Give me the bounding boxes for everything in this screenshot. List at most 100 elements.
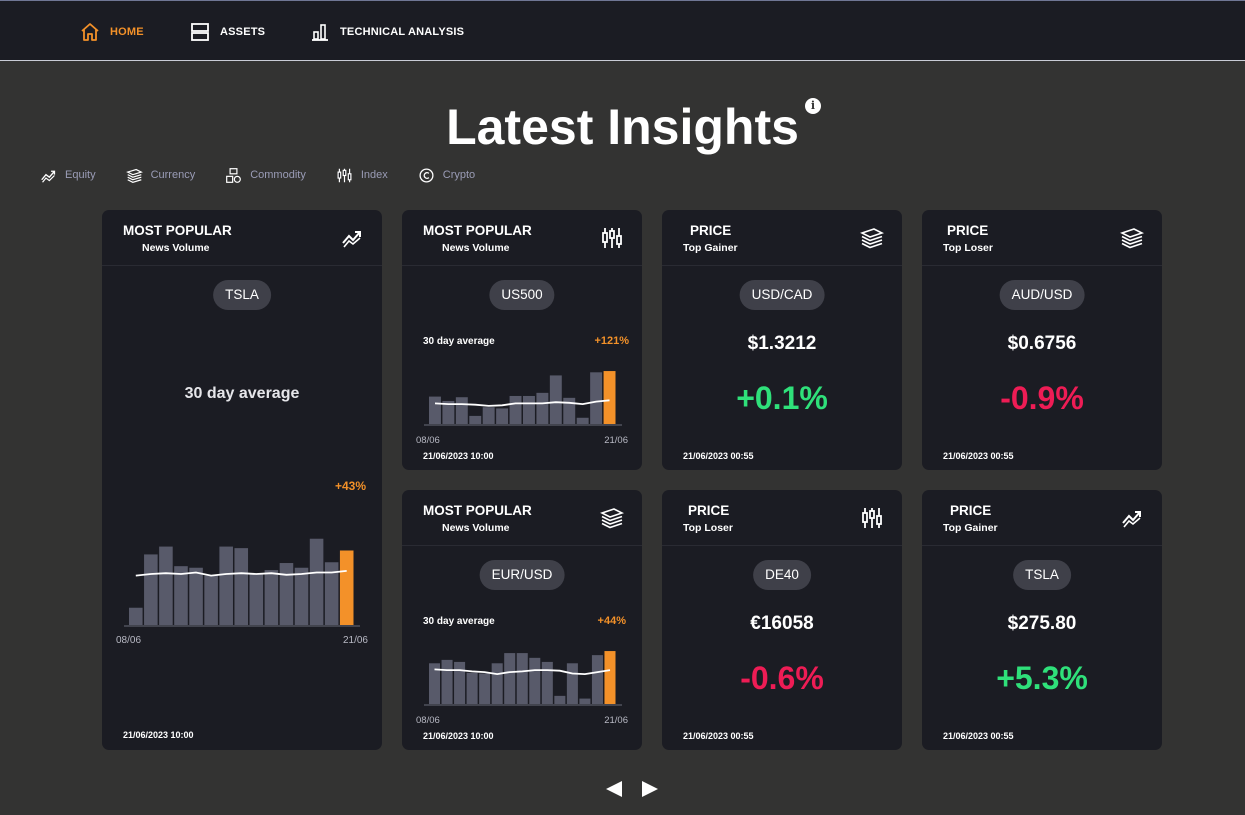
volume-bar (541, 661, 553, 704)
timestamp: 21/06/2023 00:55 (683, 731, 754, 741)
money-stack-icon (1120, 228, 1144, 249)
info-icon[interactable]: i (805, 98, 821, 114)
price-change: -0.6% (740, 660, 824, 696)
nav-technical-analysis-label: TECHNICAL ANALYSIS (340, 26, 465, 38)
insight-card-us500-popular[interactable]: MOST POPULAR News Volume US500 30 day av… (402, 210, 642, 470)
card-title: PRICE (688, 503, 730, 518)
bar-chart-icon (312, 24, 328, 41)
card-subtitle: News Volume (142, 242, 210, 254)
volume-bar (429, 663, 441, 704)
nav-assets-label: ASSETS (220, 26, 266, 38)
price-change: +5.3% (996, 660, 1088, 696)
nav-home[interactable]: HOME (80, 21, 144, 43)
card-subtitle: Top Gainer (683, 242, 738, 254)
current-volume-bar (339, 550, 354, 625)
avg-label: 30 day average (423, 616, 495, 627)
volume-bar (454, 661, 466, 704)
date-start: 08/06 (416, 715, 440, 726)
avg-change: +44% (597, 615, 626, 627)
symbol-pill[interactable]: TSLA (213, 280, 271, 310)
volume-bar (479, 673, 491, 704)
date-end: 21/06 (342, 635, 368, 646)
card-header: MOST POPULAR News Volume (102, 210, 382, 266)
news-volume-chart (424, 651, 622, 706)
news-volume-chart (124, 538, 360, 627)
volume-bar (576, 417, 589, 424)
timestamp: 21/06/2023 10:00 (423, 451, 494, 461)
insight-card-de40-price[interactable]: PRICE Top Loser DE40 €16058 -0.6% 21/06/… (662, 490, 902, 750)
volume-bar (279, 563, 294, 625)
card-header: MOST POPULAR News Volume (402, 210, 642, 266)
card-title: PRICE (950, 503, 992, 518)
average-line (434, 668, 611, 676)
average-line (434, 399, 610, 407)
filter-commodity-label: Commodity (250, 169, 306, 181)
filter-currency-label: Currency (150, 169, 196, 181)
page-title: Latest Insights (446, 99, 799, 155)
trend-icon (41, 170, 56, 183)
card-title: PRICE (690, 223, 732, 238)
volume-bar (496, 408, 509, 424)
timestamp: 21/06/2023 00:55 (943, 731, 1014, 741)
filter-equity[interactable]: Equity (40, 166, 96, 184)
volume-bar (482, 407, 495, 424)
symbol-pill[interactable]: USD/CAD (739, 280, 825, 310)
insight-card-tsla-price[interactable]: PRICE Top Gainer TSLA $275.80 +5.3% 21/0… (922, 490, 1162, 750)
timestamp: 21/06/2023 00:55 (943, 451, 1014, 461)
symbol-pill[interactable]: DE40 (753, 560, 811, 590)
filter-crypto[interactable]: Crypto (418, 166, 475, 184)
avg-label: 30 day average (423, 336, 495, 347)
volume-bar (591, 655, 603, 704)
volume-bar (516, 653, 528, 704)
volume-bar (159, 546, 173, 625)
avg-change: +121% (594, 335, 629, 347)
card-header: MOST POPULAR News Volume (402, 490, 642, 546)
volume-bar (504, 653, 516, 704)
volume-bar (144, 554, 158, 625)
news-volume-chart (424, 371, 622, 426)
volume-bar (441, 659, 453, 704)
symbol-pill[interactable]: US500 (489, 280, 555, 310)
insight-card-usdcad-price[interactable]: PRICE Top Gainer USD/CAD $1.3212 +0.1% 2… (662, 210, 902, 470)
symbol-pill[interactable]: AUD/USD (999, 280, 1085, 310)
volume-bar (469, 415, 482, 424)
date-end: 21/06 (604, 435, 628, 446)
symbol-pill[interactable]: EUR/USD (479, 560, 565, 590)
insight-card-audusd-price[interactable]: PRICE Top Loser AUD/USD $0.6756 -0.9% 21… (922, 210, 1162, 470)
insight-card-eurusd-popular[interactable]: MOST POPULAR News Volume EUR/USD 30 day … (402, 490, 642, 750)
card-title: MOST POPULAR (423, 503, 532, 518)
current-volume-bar (604, 651, 616, 704)
date-start: 08/06 (416, 435, 440, 446)
avg-change: +43% (334, 479, 366, 493)
volume-bar (129, 607, 143, 625)
average-line (135, 570, 347, 577)
card-subtitle: News Volume (442, 522, 510, 534)
timestamp: 21/06/2023 00:55 (683, 451, 754, 461)
nav-assets[interactable]: ASSETS (190, 21, 265, 43)
volume-bar (491, 663, 503, 704)
volume-bar (455, 397, 468, 424)
volume-bar (590, 372, 603, 424)
nav-home-label: HOME (110, 26, 144, 38)
candlestick-icon (602, 228, 622, 248)
filter-index[interactable]: Index (336, 166, 388, 184)
insight-card-tsla-popular[interactable]: MOST POPULAR News Volume TSLA 30 day ave… (102, 210, 382, 750)
nav-technical-analysis[interactable]: TECHNICAL ANALYSIS (310, 21, 464, 43)
price-value: $1.3212 (747, 333, 817, 354)
current-volume-bar (603, 371, 616, 424)
candlestick-icon (337, 168, 352, 182)
filter-currency[interactable]: Currency (125, 166, 196, 184)
triangle-left-icon[interactable] (606, 781, 622, 797)
pager (606, 781, 658, 797)
triangle-right-icon[interactable] (642, 781, 658, 797)
candlestick-icon (862, 508, 882, 528)
filter-commodity[interactable]: Commodity (225, 166, 306, 184)
timestamp: 21/06/2023 10:00 (423, 731, 494, 741)
card-subtitle: Top Loser (683, 522, 733, 534)
card-title: MOST POPULAR (123, 223, 232, 238)
trend-icon (342, 231, 361, 248)
volume-bar (554, 695, 566, 704)
filter-index-label: Index (360, 169, 388, 181)
symbol-pill[interactable]: TSLA (1013, 560, 1071, 590)
price-value: $0.6756 (1007, 333, 1077, 354)
